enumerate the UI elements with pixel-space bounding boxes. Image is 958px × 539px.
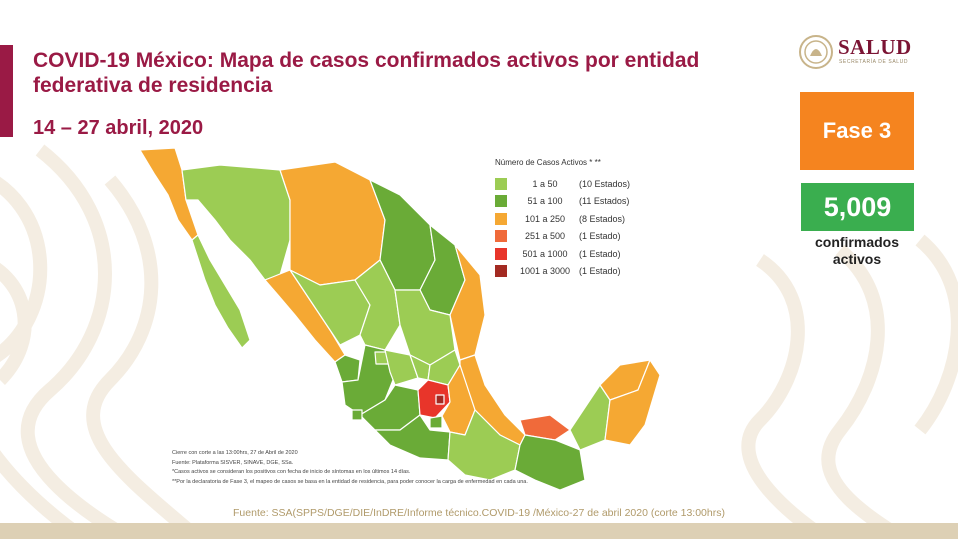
logo-name: SALUD	[838, 35, 912, 59]
mexico-eagle-seal-icon	[799, 35, 833, 69]
page-title: COVID-19 México: Mapa de casos confirmad…	[33, 49, 700, 97]
source-citation: Fuente: SSA(SPPS/DGE/DIE/InDRE/Informe t…	[233, 507, 725, 519]
legend-swatch	[495, 195, 507, 208]
note-line: Fuente: Plataforma SISVER, SINAVE, DGE, …	[172, 459, 294, 466]
legend-swatch	[495, 212, 507, 225]
note-line: Cierre con corte a las 13:00hrs, 27 de A…	[172, 450, 298, 456]
map-notes: Cierre con corte a las 13:00hrs, 27 de A…	[172, 449, 642, 487]
state-tabasco	[519, 414, 571, 441]
active-cases-label: confirmados activos	[814, 234, 899, 267]
legend-swatch	[495, 265, 507, 278]
legend-item: 501 a 1000 (1 Estado)	[495, 245, 670, 263]
state-sonora	[181, 164, 291, 281]
state-morelos	[429, 415, 443, 429]
note-line: **Por la declaratoria de Fase 3, el mape…	[172, 478, 528, 485]
legend-swatch	[495, 230, 507, 243]
accent-bar	[0, 45, 13, 137]
phase-badge: Fase 3	[800, 92, 914, 170]
state-chiapas	[514, 434, 586, 491]
state-quintana-roo	[604, 359, 661, 446]
legend-item: 1 a 50 (10 Estados)	[495, 175, 670, 193]
mexico-map	[139, 147, 661, 491]
state-nayarit	[334, 354, 361, 383]
logo-subtitle: SECRETARÍA DE SALUD	[839, 59, 909, 65]
state-colima	[351, 409, 363, 421]
footer-bar	[0, 523, 958, 539]
state-guanajuato	[384, 349, 419, 386]
state-cdmx	[435, 394, 445, 405]
legend-item: 251 a 500 (1 Estado)	[495, 228, 670, 246]
state-chihuahua	[279, 161, 386, 286]
legend-swatch	[495, 177, 507, 190]
note-line: *Casos activos se consideran los positiv…	[172, 469, 411, 476]
legend-swatch	[495, 247, 507, 260]
legend-item: 51 a 100 (11 Estados)	[495, 193, 670, 211]
state-campeche	[569, 384, 611, 451]
legend-item: 1001 a 3000 (1 Estado)	[495, 263, 670, 281]
state-baja-california-sur	[191, 234, 251, 349]
legend-title: Número de Casos Activos * **	[495, 158, 601, 167]
date-range: 14 – 27 abril, 2020	[33, 117, 204, 139]
state-oaxaca	[447, 409, 521, 481]
legend-item: 101 a 250 (8 Estados)	[495, 210, 670, 228]
map-legend: Número de Casos Activos * ** 1 a 50 (10 …	[495, 158, 670, 280]
active-cases-count: 5,009	[801, 183, 914, 231]
